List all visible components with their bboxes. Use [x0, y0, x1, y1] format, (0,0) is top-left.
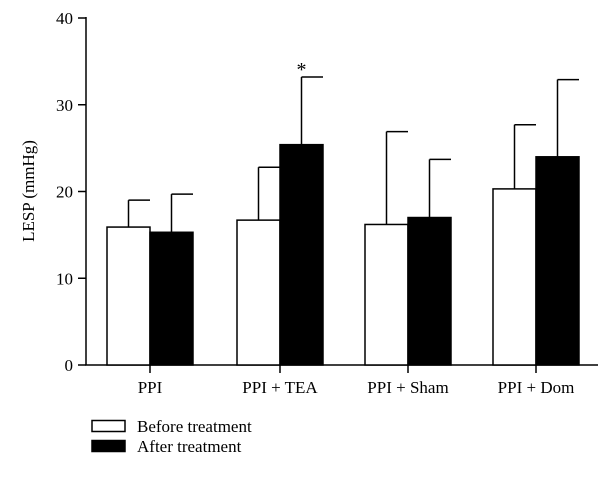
bar-before: [236, 219, 281, 366]
category-label: PPI + TEA: [242, 378, 318, 397]
y-axis-title: LESP (mmHg): [19, 140, 38, 242]
bar-after: [279, 143, 324, 366]
category-label: PPI + Dom: [498, 378, 575, 397]
bar-after: [407, 216, 452, 366]
bar-after: [149, 231, 194, 366]
category-label: PPI + Sham: [367, 378, 448, 397]
y-tick-label: 10: [56, 269, 73, 288]
legend-label: Before treatment: [137, 417, 252, 436]
y-tick-label: 30: [56, 96, 73, 115]
legend-label: After treatment: [137, 437, 242, 456]
y-tick-label: 20: [56, 183, 73, 202]
bar-before: [492, 188, 537, 366]
bar-before: [364, 223, 409, 366]
y-tick-label: 0: [65, 356, 74, 375]
legend-swatch: [91, 419, 126, 433]
bar-after: [535, 156, 580, 366]
legend-swatch: [91, 439, 126, 453]
category-label: PPI: [138, 378, 163, 397]
bar-before: [106, 226, 151, 366]
significance-marker: *: [297, 59, 307, 81]
y-tick-label: 40: [56, 9, 73, 28]
